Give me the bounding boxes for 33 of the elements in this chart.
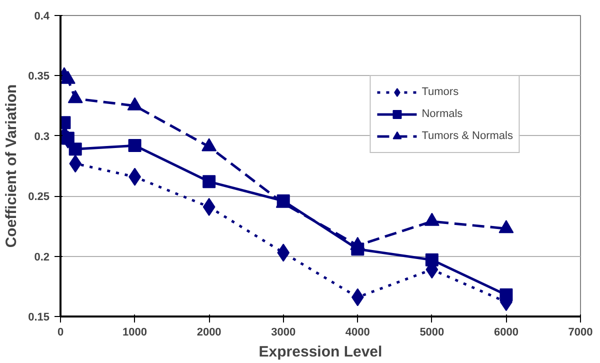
- point: [60, 70, 76, 84]
- point: [425, 253, 438, 266]
- point: [202, 138, 217, 152]
- point: [351, 288, 364, 306]
- x-tick-label: 6000: [494, 326, 518, 338]
- y-tick-label: 0.35: [28, 70, 50, 83]
- point: [500, 288, 513, 302]
- y-tick-label: 0.25: [28, 191, 50, 204]
- point: [68, 142, 82, 156]
- x-tick-label: 5000: [420, 326, 444, 338]
- legend-label: Normals: [422, 108, 463, 120]
- point: [61, 132, 74, 145]
- x-axis-title: Expression Level: [258, 344, 382, 360]
- x-tick-label: 3000: [271, 326, 296, 338]
- y-tick-label: 0.3: [34, 130, 50, 143]
- x-tick-label: 1000: [122, 326, 148, 338]
- legend-label: Tumors: [422, 86, 459, 98]
- point: [68, 90, 83, 104]
- y-tick-label: 0.4: [34, 10, 50, 22]
- point: [127, 97, 142, 110]
- x-tick-label: 7000: [568, 326, 593, 338]
- point: [69, 154, 82, 173]
- y-tick-label: 0.2: [34, 251, 50, 264]
- x-tick-label: 0: [57, 326, 64, 338]
- x-tick-label: 4000: [345, 326, 370, 338]
- point: [202, 175, 216, 188]
- y-tick-label: 0.15: [28, 312, 50, 324]
- x-tick-label: 2000: [196, 326, 222, 338]
- point: [128, 139, 142, 152]
- legend-label: Tumors & Normals: [422, 130, 513, 142]
- y-axis-title: Coefficient of Variation: [3, 84, 20, 248]
- point: [202, 198, 216, 216]
- point: [277, 244, 290, 262]
